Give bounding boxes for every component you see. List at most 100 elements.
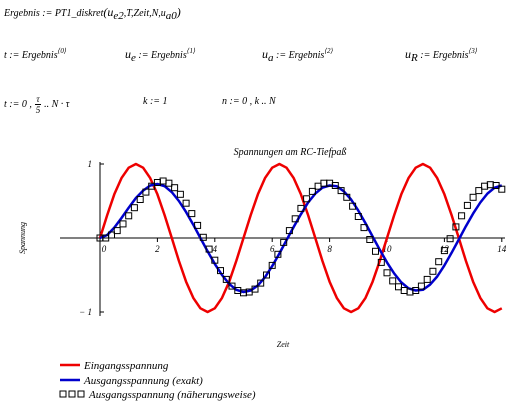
data-point: [429, 267, 437, 275]
x-tick-label: 12: [440, 244, 450, 254]
fraction-denominator: 5: [35, 105, 41, 115]
data-point: [423, 275, 431, 283]
var-u-r-sub: R: [411, 52, 418, 64]
data-point: [400, 287, 408, 294]
legend: Eingangsspannung Ausgangsspannung (exakt…: [59, 360, 256, 401]
data-point: [257, 279, 265, 287]
var-u-a: u: [262, 47, 268, 61]
data-point: [165, 179, 173, 187]
var-u-e-sub: e: [131, 52, 136, 64]
var-u-e: u: [125, 47, 131, 61]
data-point: [463, 201, 471, 209]
data-point: [475, 187, 483, 195]
data-point: [498, 185, 506, 193]
var-u-r: u: [405, 47, 411, 61]
data-point: [119, 220, 127, 228]
x-axis-label: Zeit: [277, 340, 290, 349]
data-point: [458, 212, 466, 220]
data-point: [142, 188, 150, 196]
equation-ergebnis: Ergebnis := PT1_diskret(ue2,T,Zeit,N,ua0…: [4, 6, 181, 22]
data-point: [412, 287, 420, 294]
column-index-0: ⟨0⟩: [57, 47, 67, 55]
data-point: [263, 271, 270, 279]
data-point: [331, 182, 339, 189]
equation-ue: ue := Ergebnis⟨1⟩: [125, 47, 196, 64]
data-point: [113, 227, 121, 235]
rhs-ergebnis-2: Ergebnis: [288, 50, 325, 61]
equation-n: n := 0 , k .. N: [222, 96, 276, 108]
rhs-ergebnis-1: Ergebnis: [150, 50, 187, 61]
data-point: [435, 258, 443, 266]
data-point: [452, 223, 460, 231]
data-point: [251, 285, 259, 293]
k-definition: k := 1: [143, 96, 168, 107]
legend-swatch-approx-1: [59, 390, 67, 398]
equation-ur: uR := Ergebnis⟨3⟩: [405, 47, 478, 64]
data-point: [199, 233, 207, 241]
data-point: [211, 256, 219, 264]
data-point: [280, 238, 288, 246]
x-tick-label: 4: [213, 244, 218, 254]
data-point: [308, 187, 316, 195]
series-line-1: [99, 182, 503, 294]
column-index-1: ⟨1⟩: [186, 47, 196, 55]
data-point: [383, 269, 391, 277]
column-index-2: ⟨2⟩: [324, 47, 334, 55]
equation-t: t := Ergebnis⟨0⟩: [4, 47, 67, 61]
equation-ua: ua := Ergebnis⟨2⟩: [262, 47, 334, 64]
x-tick-label: 10: [383, 244, 393, 254]
data-point: [377, 258, 385, 266]
data-point: [360, 224, 368, 232]
data-point: [205, 245, 213, 253]
t-range-suffix: .. N · τ: [44, 98, 70, 110]
arg-u-sub: e2: [113, 10, 124, 22]
data-point: [268, 261, 276, 269]
data-point: [136, 196, 144, 203]
data-point: [228, 282, 236, 290]
data-point: [188, 210, 196, 218]
data-point: [372, 247, 379, 255]
data-point: [349, 202, 357, 210]
data-point: [171, 184, 179, 192]
x-tick-label: 2: [155, 244, 160, 254]
x-tick-label: 0: [102, 244, 107, 254]
data-point: [469, 193, 477, 201]
legend-swatch-approx-3: [77, 390, 85, 398]
t-range-prefix: t := 0 ,: [4, 98, 32, 110]
data-point: [222, 275, 230, 283]
assign-operator: :=: [42, 8, 53, 19]
data-point: [285, 227, 293, 235]
data-point: [354, 213, 362, 220]
column-index-3: ⟨3⟩: [468, 47, 478, 55]
data-point: [366, 236, 374, 243]
data-point: [182, 199, 190, 207]
data-point: [343, 193, 351, 201]
legend-swatch-approx-2: [68, 390, 76, 398]
y-tick-label: 1: [88, 159, 93, 169]
x-tick-label: 14: [497, 244, 507, 254]
data-point: [130, 204, 138, 212]
data-point: [125, 212, 133, 220]
legend-label-input: Eingangsspannung: [83, 360, 169, 372]
data-point: [492, 182, 500, 189]
data-point: [159, 177, 167, 185]
rhs-ergebnis-0: Ergebnis: [21, 50, 58, 61]
data-point: [417, 282, 425, 290]
y-tick-label: − 1: [79, 307, 92, 317]
fraction-numerator: τ: [35, 94, 41, 105]
x-tick-label: 8: [327, 244, 332, 254]
rhs-ergebnis-3: Ergebnis: [432, 50, 469, 61]
chart-title: Spannungen am RC-Tiefpaß: [234, 147, 347, 158]
var-u-a-sub: a: [268, 52, 274, 64]
arg-u: u: [107, 5, 114, 19]
paren-open: (: [103, 5, 108, 19]
data-point: [291, 215, 299, 223]
data-point: [446, 235, 454, 243]
data-point: [303, 195, 311, 203]
data-point: [389, 277, 397, 285]
data-point: [486, 181, 494, 189]
x-tick-label: 6: [270, 244, 275, 254]
